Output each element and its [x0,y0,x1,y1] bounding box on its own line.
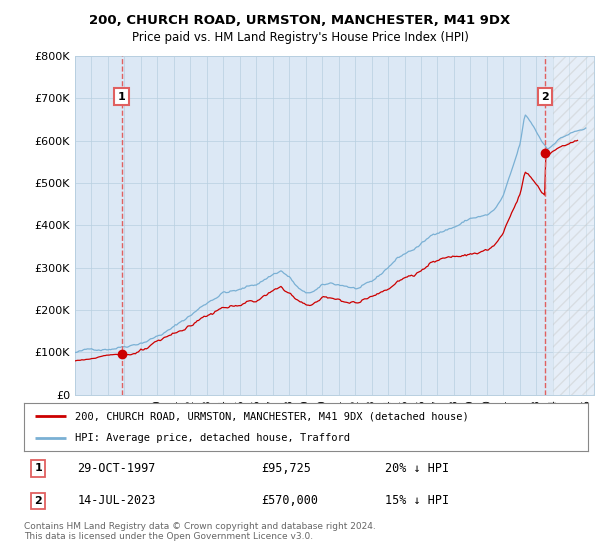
Text: £570,000: £570,000 [261,494,318,507]
Text: £95,725: £95,725 [261,462,311,475]
Text: 15% ↓ HPI: 15% ↓ HPI [385,494,449,507]
Text: HPI: Average price, detached house, Trafford: HPI: Average price, detached house, Traf… [75,433,350,443]
Text: 1: 1 [34,464,42,473]
Text: 200, CHURCH ROAD, URMSTON, MANCHESTER, M41 9DX (detached house): 200, CHURCH ROAD, URMSTON, MANCHESTER, M… [75,411,469,421]
Bar [553,56,594,395]
Text: Price paid vs. HM Land Registry's House Price Index (HPI): Price paid vs. HM Land Registry's House … [131,31,469,44]
Text: 29-OCT-1997: 29-OCT-1997 [77,462,156,475]
Text: 14-JUL-2023: 14-JUL-2023 [77,494,156,507]
Text: 20% ↓ HPI: 20% ↓ HPI [385,462,449,475]
Text: 2: 2 [34,496,42,506]
Text: 1: 1 [118,92,125,102]
Text: 200, CHURCH ROAD, URMSTON, MANCHESTER, M41 9DX: 200, CHURCH ROAD, URMSTON, MANCHESTER, M… [89,14,511,27]
Text: 2: 2 [541,92,549,102]
Text: Contains HM Land Registry data © Crown copyright and database right 2024.
This d: Contains HM Land Registry data © Crown c… [24,522,376,542]
